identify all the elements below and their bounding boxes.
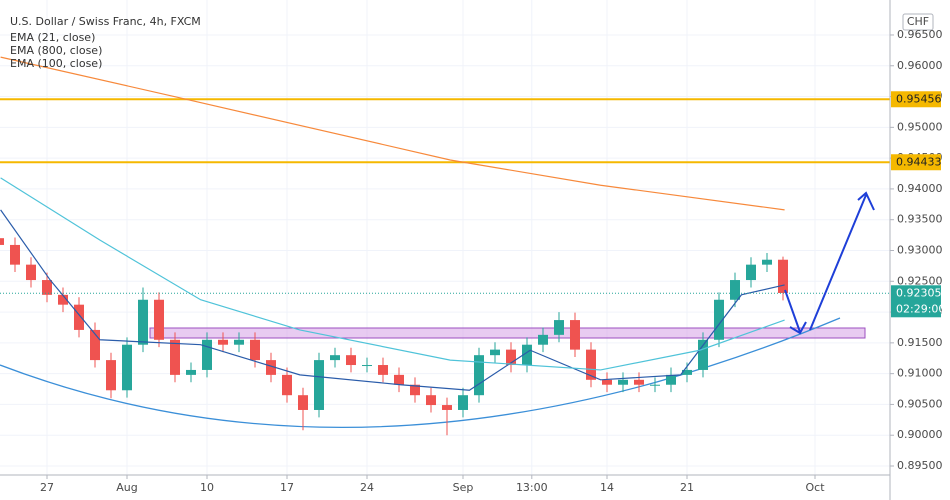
x-tick-label: 27 — [40, 481, 54, 494]
candle-body — [746, 264, 756, 281]
ema-line — [0, 56, 785, 211]
level-label: 0.95456 — [896, 92, 942, 105]
candle-body — [218, 339, 228, 345]
candle-body — [650, 384, 660, 386]
candle-body — [714, 299, 724, 340]
candle-body — [202, 339, 212, 370]
arrow-drawing — [784, 191, 875, 335]
candle-body — [586, 349, 596, 380]
candle-body — [506, 349, 516, 366]
candle-body — [154, 299, 164, 340]
level-label: 0.94433 — [896, 155, 942, 168]
legend-entry: EMA (800, close) — [10, 44, 102, 57]
currency-box — [902, 13, 934, 31]
candle-body — [522, 344, 532, 366]
y-tick-label: 0.92500 — [897, 274, 943, 287]
candle-body — [26, 264, 36, 281]
candle-body — [602, 379, 612, 385]
candle-body — [266, 360, 276, 375]
candle-body — [250, 339, 260, 361]
y-tick-label: 0.95000 — [897, 120, 943, 133]
candle-body — [234, 339, 244, 345]
candle-body — [762, 259, 772, 265]
candle-body — [90, 329, 100, 361]
last-price-box — [891, 285, 941, 318]
candle-body — [394, 374, 404, 385]
x-tick-label: 21 — [680, 481, 694, 494]
candle-body — [538, 334, 548, 345]
y-tick-label: 0.90000 — [897, 428, 943, 441]
candle-body — [314, 360, 324, 410]
candle-body — [0, 238, 4, 245]
candle-body — [122, 344, 132, 391]
y-tick-label: 0.90500 — [897, 397, 943, 410]
legend: U.S. Dollar / Swiss Franc, 4h, FXCM EMA … — [10, 15, 201, 70]
y-tick-label: 0.96500 — [897, 28, 943, 41]
y-tick-label: 0.96000 — [897, 59, 943, 72]
candle-body — [778, 259, 788, 293]
candle-body — [730, 280, 740, 300]
candle-body — [298, 395, 308, 410]
x-tick-label: Oct — [805, 481, 825, 494]
candle-body — [570, 320, 580, 350]
candle-body — [362, 365, 372, 367]
candle-body — [346, 355, 356, 366]
y-tick-label: 0.93000 — [897, 243, 943, 256]
x-tick-label: Sep — [453, 481, 474, 494]
candle-body — [330, 355, 340, 361]
y-tick-label: 0.91000 — [897, 367, 943, 380]
x-tick-label: 13:00 — [516, 481, 548, 494]
y-tick-label: 0.91500 — [897, 336, 943, 349]
currency: CHF — [907, 15, 929, 28]
grid — [0, 0, 890, 475]
ema-line — [0, 209, 785, 391]
x-tick-label: 10 — [200, 481, 214, 494]
legend-entry: EMA (100, close) — [10, 57, 102, 70]
axes: 0.965000.960000.955000.950000.945000.940… — [40, 28, 945, 494]
candle-body — [666, 374, 676, 385]
candle-body — [10, 244, 20, 265]
candle-body — [106, 360, 116, 391]
x-tick-label: 14 — [600, 481, 614, 494]
x-tick-label: 24 — [360, 481, 374, 494]
x-tick-label: 17 — [280, 481, 294, 494]
curve-drawing — [0, 317, 841, 429]
candle-body — [58, 294, 68, 305]
y-tick-label: 0.93500 — [897, 213, 943, 226]
candle-body — [490, 349, 500, 356]
candle-body — [426, 395, 436, 406]
candle-body — [74, 304, 84, 330]
last-price-label: 0.92305 — [896, 286, 942, 299]
candle-body — [410, 384, 420, 396]
candle-body — [282, 374, 292, 396]
candle-body — [42, 280, 52, 295]
candle-body — [554, 320, 564, 335]
plot — [0, 56, 890, 436]
candle-body — [634, 379, 644, 385]
candle-body — [474, 355, 484, 396]
ema-line — [0, 177, 785, 371]
candle-body — [682, 369, 692, 375]
level-label-box — [891, 154, 941, 171]
y-tick-label: 0.94000 — [897, 182, 943, 195]
legend-entry: EMA (21, close) — [10, 31, 95, 44]
countdown: 02:29:00 — [896, 302, 945, 315]
candle-body — [138, 299, 148, 345]
x-tick-label: Aug — [116, 481, 137, 494]
candle-body — [186, 369, 196, 375]
y-tick-label: 0.89500 — [897, 459, 943, 472]
zone — [149, 327, 866, 339]
candle-body — [442, 405, 452, 410]
candle-body — [698, 339, 708, 370]
candle-body — [458, 395, 468, 410]
level-label-box — [891, 91, 941, 108]
candle-body — [378, 365, 388, 375]
candle-body — [618, 379, 628, 385]
chart-title: U.S. Dollar / Swiss Franc, 4h, FXCM — [10, 15, 201, 28]
candle-body — [170, 339, 180, 375]
